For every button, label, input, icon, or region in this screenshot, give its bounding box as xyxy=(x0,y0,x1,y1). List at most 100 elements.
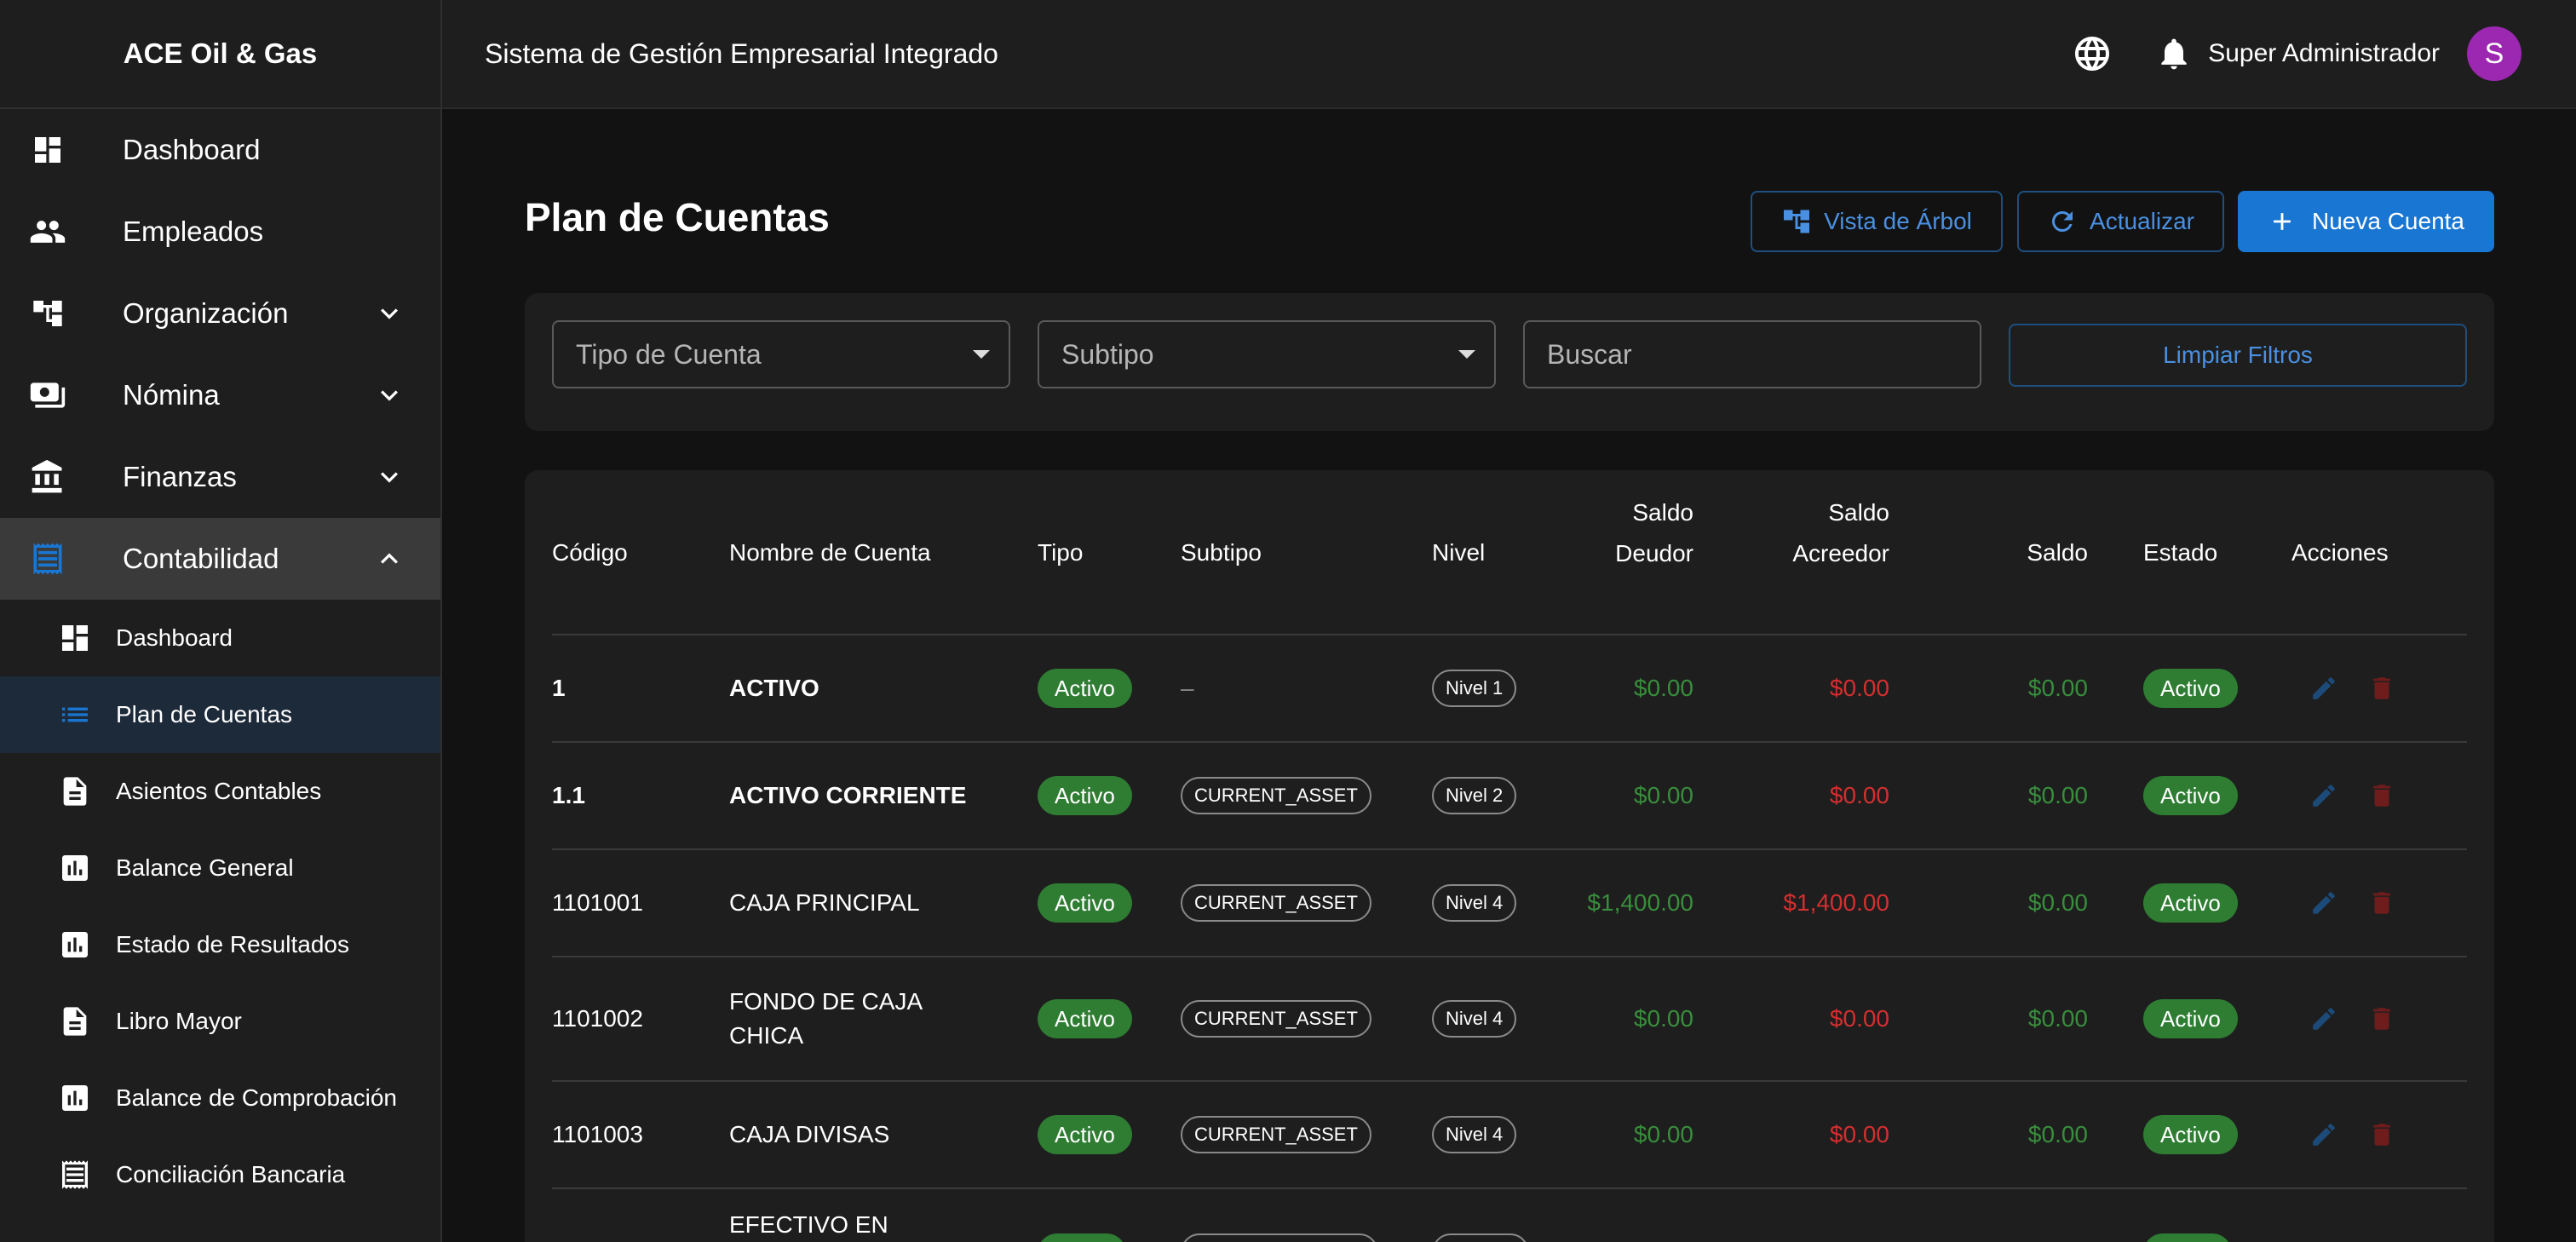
cell-type: Activo xyxy=(1038,635,1132,741)
type-chip: Activo xyxy=(1038,776,1132,815)
refresh-button[interactable]: Actualizar xyxy=(2017,191,2224,252)
subtype-placeholder: Subtipo xyxy=(1061,338,1154,370)
edit-icon[interactable] xyxy=(2309,780,2339,811)
edit-icon[interactable] xyxy=(2309,1003,2339,1034)
header-credit[interactable]: Saldo Acreedor xyxy=(1753,492,1889,574)
sidebar-item-accounting[interactable]: Contabilidad xyxy=(0,518,440,600)
sidebar-item-finance[interactable]: Finanzas xyxy=(0,436,440,518)
sidebar-subitem-journal-entries[interactable]: Asientos Contables xyxy=(0,753,440,830)
sidebar-item-payroll[interactable]: Nómina xyxy=(0,354,440,436)
top-app-bar: Sistema de Gestión Empresarial Integrado… xyxy=(442,0,2576,109)
header-subtype[interactable]: Subtipo xyxy=(1181,539,1262,566)
sidebar-subitem-balance-sheet[interactable]: Balance General xyxy=(0,830,440,906)
brand-title: ACE Oil & Gas xyxy=(0,0,440,109)
avatar[interactable]: S xyxy=(2467,26,2521,81)
cell-name: CAJA PRINCIPAL xyxy=(729,889,920,916)
header-debit[interactable]: Saldo Deudor xyxy=(1557,492,1693,574)
sidebar-subitem-label: Plan de Cuentas xyxy=(116,701,293,727)
sidebar-subitem-label: Balance General xyxy=(116,854,294,881)
sidebar-item-employees[interactable]: Empleados xyxy=(0,191,440,273)
sidebar-item-label: Contabilidad xyxy=(123,543,279,574)
cell-type: Activo xyxy=(1038,743,1132,848)
subtype-select[interactable]: Subtipo xyxy=(1038,320,1496,388)
cell-debit: $0.00 xyxy=(1633,1005,1693,1032)
header-balance[interactable]: Saldo xyxy=(2027,539,2088,566)
cell-actions xyxy=(2309,957,2397,1080)
header-code[interactable]: Código xyxy=(552,539,628,566)
sidebar-subitem-label: Conciliación Bancaria xyxy=(116,1161,346,1187)
sidebar-subitem-label: Asientos Contables xyxy=(116,778,322,804)
sidebar-subitem-income-statement[interactable]: Estado de Resultados xyxy=(0,906,440,983)
table-row[interactable]: EFECTIVO EN xyxy=(552,1189,2467,1242)
cell-credit: $0.00 xyxy=(1829,1121,1889,1147)
cell-name: EFECTIVO EN xyxy=(729,1211,888,1238)
account-type-select[interactable]: Tipo de Cuenta xyxy=(552,320,1010,388)
sidebar-item-label: Organización xyxy=(123,297,289,329)
tree-view-button[interactable]: Vista de Árbol xyxy=(1751,191,2003,252)
cell-debit: $0.00 xyxy=(1633,782,1693,808)
account-type-placeholder: Tipo de Cuenta xyxy=(576,338,762,370)
type-chip: Activo xyxy=(1038,1115,1132,1154)
page-title: Plan de Cuentas xyxy=(525,195,830,239)
table-row[interactable]: 1101003 CAJA DIVISAS Activo CURRENT_ASSE… xyxy=(552,1082,2467,1189)
cell-status: Activo xyxy=(2143,635,2238,741)
edit-icon[interactable] xyxy=(2309,673,2339,704)
header-credit-line2: Acreedor xyxy=(1792,540,1889,566)
refresh-label: Actualizar xyxy=(2090,208,2194,234)
cell-status: Activo xyxy=(2143,850,2238,956)
table-row[interactable]: 1101001 CAJA PRINCIPAL Activo CURRENT_AS… xyxy=(552,850,2467,957)
search-input[interactable]: Buscar xyxy=(1523,320,1981,388)
sidebar-item-dashboard[interactable]: Dashboard xyxy=(0,109,440,191)
sidebar-subitem-general-ledger[interactable]: Libro Mayor xyxy=(0,983,440,1060)
delete-icon[interactable] xyxy=(2366,673,2397,704)
status-chip: Activo xyxy=(2143,669,2238,708)
table-row[interactable]: 1101002 FONDO DE CAJA CHICA Activo CURRE… xyxy=(552,957,2467,1082)
people-icon xyxy=(27,211,68,252)
sidebar-subitem-label: Dashboard xyxy=(116,624,233,651)
subtype-chip xyxy=(1181,1233,1378,1242)
header-name[interactable]: Nombre de Cuenta xyxy=(729,539,931,566)
header-debit-line2: Deudor xyxy=(1615,540,1693,566)
cell-code: 1101001 xyxy=(552,889,643,916)
dropdown-arrow-icon xyxy=(973,350,990,359)
table-row[interactable]: 1.1 ACTIVO CORRIENTE Activo CURRENT_ASSE… xyxy=(552,743,2467,850)
user-name[interactable]: Super Administrador xyxy=(2208,39,2440,67)
payments-icon xyxy=(27,375,68,416)
filter-card: Tipo de Cuenta Subtipo Buscar Limpiar Fi… xyxy=(525,293,2494,431)
header-status[interactable]: Estado xyxy=(2143,539,2218,566)
status-chip: Activo xyxy=(2143,883,2238,923)
sidebar-subitem-chart-of-accounts[interactable]: Plan de Cuentas xyxy=(0,676,440,753)
sidebar-subitem-trial-balance[interactable]: Balance de Comprobación xyxy=(0,1060,440,1136)
cell-level: Nivel 4 xyxy=(1432,1082,1517,1187)
sidebar-subitem-bank-reconciliation[interactable]: Conciliación Bancaria xyxy=(0,1136,440,1213)
delete-icon[interactable] xyxy=(2366,888,2397,918)
table-row[interactable]: 1 ACTIVO Activo – Nivel 1 $0.00 $0.00 $0… xyxy=(552,635,2467,743)
clear-filters-button[interactable]: Limpiar Filtros xyxy=(2009,324,2467,387)
sidebar-item-organization[interactable]: Organización xyxy=(0,273,440,354)
edit-icon[interactable] xyxy=(2309,1119,2339,1150)
sidebar-subitem-dashboard[interactable]: Dashboard xyxy=(0,600,440,676)
delete-icon[interactable] xyxy=(2366,1003,2397,1034)
table-header: Código Nombre de Cuenta Tipo Subtipo Niv… xyxy=(552,470,2467,635)
edit-icon[interactable] xyxy=(2309,888,2339,918)
cell-code: 1 xyxy=(552,675,566,701)
delete-icon[interactable] xyxy=(2366,780,2397,811)
cell-subtype: – xyxy=(1181,675,1194,701)
level-chip: Nivel 4 xyxy=(1432,884,1517,922)
language-icon[interactable] xyxy=(2072,33,2113,74)
plus-icon xyxy=(2274,213,2291,230)
status-chip xyxy=(2143,1233,2232,1242)
header-type[interactable]: Tipo xyxy=(1038,539,1084,566)
notifications-icon[interactable] xyxy=(2155,35,2193,72)
cell-name: ACTIVO xyxy=(729,675,819,701)
type-chip: Activo xyxy=(1038,883,1132,923)
level-chip: Nivel 1 xyxy=(1432,670,1517,707)
chevron-up-icon xyxy=(372,542,406,576)
cell-actions xyxy=(2309,635,2397,741)
sidebar-subitem-label: Estado de Resultados xyxy=(116,931,349,957)
account-tree-icon xyxy=(1784,210,1810,233)
header-level[interactable]: Nivel xyxy=(1432,539,1486,566)
new-account-button[interactable]: Nueva Cuenta xyxy=(2238,191,2494,252)
delete-icon[interactable] xyxy=(2366,1119,2397,1150)
